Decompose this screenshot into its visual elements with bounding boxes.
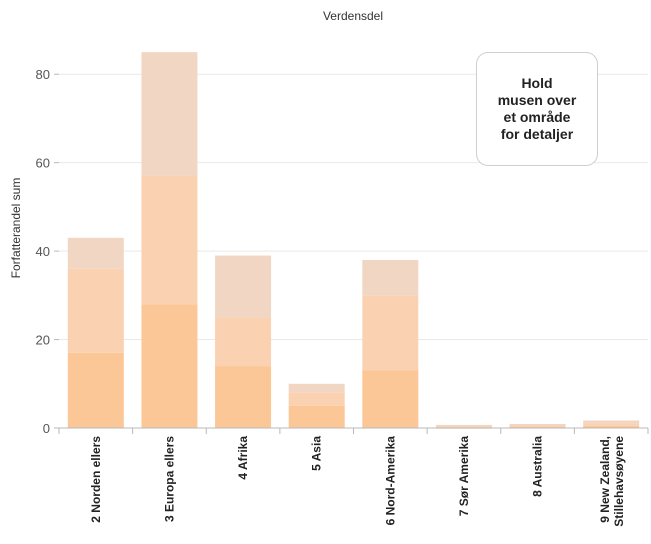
bar-segment[interactable] [141,175,198,305]
bar-segment[interactable] [67,268,124,353]
bar-segment[interactable] [362,259,419,296]
bar-segment[interactable] [141,52,198,176]
x-tick-label-text: 2 Norden ellers [89,436,103,523]
x-tick-label: 6 Nord-Amerika [383,436,397,526]
x-tick-label-text: 6 Nord-Amerika [383,436,397,526]
x-tick-label-line: 8 Australia [531,436,545,497]
bar-segment[interactable] [583,423,640,426]
x-tick-label-line: 4 Afrika [236,436,250,480]
bar-segment[interactable] [509,424,566,426]
bar-segment[interactable] [583,425,640,428]
bar-segment[interactable] [583,420,640,424]
x-tick-label: 5 Asia [310,436,324,471]
x-tick-label: 9 New Zealand,Stillehavsøyene [598,436,626,527]
x-tick-label-text: 8 Australia [531,436,545,497]
bars [67,52,640,429]
bar-segment[interactable] [362,370,419,428]
bar-segment[interactable] [288,392,345,406]
x-tick-label-line: Stillehavsøyene [612,436,626,527]
x-tick-label: 3 Europa ellers [162,436,176,522]
y-tick-label: 40 [36,244,50,259]
y-tick-label: 20 [36,333,50,348]
x-tick-label-line: 9 New Zealand, [598,436,612,523]
x-tick-label-text: 4 Afrika [236,436,250,480]
bar-segment[interactable] [288,405,345,428]
bar-segment[interactable] [67,352,124,428]
x-tick-label-line: 5 Asia [310,436,324,471]
y-tick-label: 80 [36,67,50,82]
bar-segment[interactable] [215,366,272,428]
x-tick-label-line: 2 Norden ellers [89,436,103,523]
bar-segment[interactable] [509,425,566,427]
bar-segment[interactable] [509,426,566,429]
x-tick-label: 7 Sør Amerika [457,436,471,517]
x-tick-label-line: 3 Europa ellers [162,436,176,522]
x-tick-label: 4 Afrika [236,436,250,480]
x-tick-label-line: 7 Sør Amerika [457,436,471,517]
hover-hint-text: Hold musen over et område for detaljer [497,75,577,142]
y-tick-label: 60 [36,156,50,171]
bar-segment[interactable] [362,295,419,371]
x-tick-label-text: 5 Asia [310,436,324,471]
bar-segment[interactable] [435,425,492,428]
bar-segment[interactable] [215,317,272,367]
x-tick-label-text: 3 Europa ellers [162,436,176,522]
bar-segment[interactable] [215,255,272,318]
bar-segment[interactable] [288,383,345,393]
x-labels: 2 Norden ellers 3 Europa ellers 4 Afrika 5 … [58,428,649,527]
x-tick-label-line: 6 Nord-Amerika [383,436,397,526]
bar-segment[interactable] [141,304,198,428]
x-tick-label-text: 9 New Zealand,Stillehavsøyene [598,436,626,527]
bar-segment[interactable] [435,424,492,427]
bar-segment[interactable] [67,237,124,269]
x-tick-label: 2 Norden ellers [89,436,103,523]
hover-hint-box: Hold musen over et område for detaljer [476,52,598,166]
x-tick-label: 8 Australia [531,436,545,497]
chart-title: Verdensdel [323,9,383,23]
y-ticks: 0 20 40 60 80 [36,67,59,436]
y-tick-label: 0 [43,421,50,436]
x-tick-label-text: 7 Sør Amerika [457,436,471,517]
y-axis-title: Forfatterandel sum [9,178,23,279]
